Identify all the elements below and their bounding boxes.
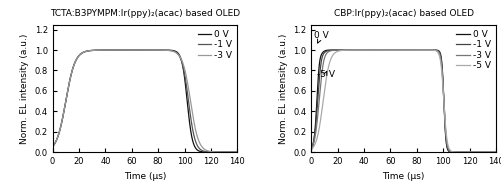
Y-axis label: Norm. EL intensity (a.u.): Norm. EL intensity (a.u.) <box>20 33 29 143</box>
Line: 0 V: 0 V <box>311 50 496 152</box>
0 V <box>50 146 56 148</box>
0 V <box>231 151 237 153</box>
-1 V <box>50 146 56 148</box>
-5 V <box>329 55 335 57</box>
-3 V <box>489 151 495 153</box>
-3 V <box>71 65 77 67</box>
Text: -5 V: -5 V <box>317 70 335 79</box>
0 V <box>211 151 217 153</box>
0 V <box>308 149 314 151</box>
X-axis label: Time (μs): Time (μs) <box>382 172 425 180</box>
-5 V <box>387 49 393 51</box>
0 V <box>340 49 346 51</box>
-3 V <box>469 151 475 153</box>
Line: 0 V: 0 V <box>53 50 237 152</box>
Title: CBP:Ir(ppy)₂(acac) based OLED: CBP:Ir(ppy)₂(acac) based OLED <box>334 9 473 18</box>
X-axis label: Time (μs): Time (μs) <box>124 172 166 180</box>
-3 V <box>130 49 136 51</box>
Y-axis label: Norm. EL intensity (a.u.): Norm. EL intensity (a.u.) <box>279 33 288 143</box>
-5 V <box>469 151 475 153</box>
-3 V <box>128 49 134 51</box>
0 V <box>234 151 240 153</box>
0 V <box>71 65 77 67</box>
0 V <box>372 49 378 51</box>
0 V <box>82 51 88 53</box>
0 V <box>128 49 134 51</box>
-3 V <box>50 146 56 148</box>
-5 V <box>493 151 499 153</box>
0 V <box>139 49 145 51</box>
Line: -1 V: -1 V <box>311 50 496 152</box>
-5 V <box>308 148 314 151</box>
-1 V <box>379 49 385 51</box>
Line: -3 V: -3 V <box>311 50 496 152</box>
-3 V <box>493 151 499 153</box>
-3 V <box>329 49 335 52</box>
-1 V <box>82 51 88 53</box>
Line: -3 V: -3 V <box>53 50 237 152</box>
Line: -5 V: -5 V <box>311 50 496 152</box>
-1 V <box>71 65 77 67</box>
-1 V <box>128 49 134 51</box>
Title: TCTA:B3PYMPM:Ir(ppy)₂(acac) based OLED: TCTA:B3PYMPM:Ir(ppy)₂(acac) based OLED <box>50 9 240 18</box>
-1 V <box>308 147 314 150</box>
Legend: 0 V, -1 V, -3 V, -5 V: 0 V, -1 V, -3 V, -5 V <box>455 29 491 71</box>
0 V <box>469 151 475 153</box>
Line: -1 V: -1 V <box>53 50 237 152</box>
0 V <box>329 49 335 51</box>
-3 V <box>340 49 346 51</box>
-1 V <box>329 49 335 51</box>
-1 V <box>231 151 237 153</box>
-3 V <box>379 49 385 51</box>
-1 V <box>489 151 495 153</box>
Legend: 0 V, -1 V, -3 V: 0 V, -1 V, -3 V <box>197 29 233 61</box>
-3 V <box>120 49 126 51</box>
-1 V <box>134 49 140 51</box>
-5 V <box>401 49 407 51</box>
Text: 0 V: 0 V <box>314 31 329 43</box>
-1 V <box>211 151 217 153</box>
-1 V <box>120 49 126 51</box>
-5 V <box>340 49 346 51</box>
-1 V <box>469 151 475 153</box>
-3 V <box>211 151 217 153</box>
-5 V <box>379 49 385 51</box>
0 V <box>120 49 126 51</box>
0 V <box>493 151 499 153</box>
0 V <box>489 151 495 153</box>
-1 V <box>493 151 499 153</box>
-1 V <box>340 49 346 51</box>
-3 V <box>82 51 88 53</box>
-1 V <box>234 151 240 153</box>
-3 V <box>395 49 401 51</box>
-3 V <box>308 147 314 150</box>
-3 V <box>387 49 393 51</box>
0 V <box>387 49 393 51</box>
0 V <box>379 49 385 51</box>
-3 V <box>234 151 240 153</box>
-1 V <box>387 49 393 51</box>
-5 V <box>489 151 495 153</box>
-1 V <box>388 49 394 51</box>
-3 V <box>231 151 237 153</box>
